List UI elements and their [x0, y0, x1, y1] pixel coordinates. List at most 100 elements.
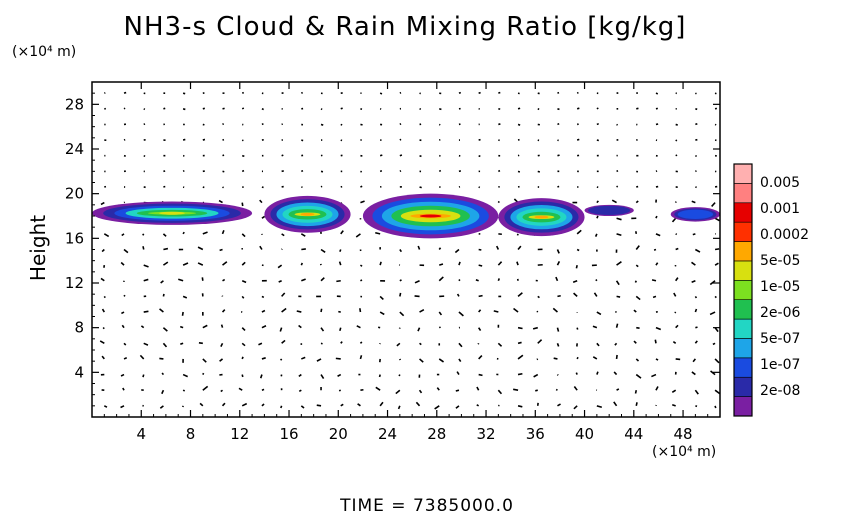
- wind-vector: [101, 355, 105, 360]
- y-tick-label: 12: [65, 274, 84, 292]
- wind-vector: [458, 358, 462, 363]
- wind-vector: [419, 186, 422, 189]
- x-tick-label: 12: [230, 425, 249, 443]
- wind-vector: [616, 261, 622, 266]
- wind-vector: [613, 401, 618, 407]
- colorbar-label: 0.005: [760, 175, 800, 191]
- wind-vector: [419, 309, 425, 313]
- wind-vector: [556, 260, 561, 266]
- y-tick-label: 28: [65, 95, 84, 113]
- wind-vector: [399, 123, 402, 126]
- wind-vector: [320, 308, 323, 313]
- wind-vector: [458, 170, 462, 173]
- wind-vector: [101, 308, 105, 313]
- wind-vector: [143, 154, 146, 158]
- wind-vector: [338, 261, 342, 266]
- wind-vector: [379, 311, 385, 316]
- colorbar-swatch: [733, 280, 753, 300]
- wind-vector: [596, 311, 602, 316]
- wind-vector: [360, 170, 363, 173]
- wind-vector: [517, 405, 523, 408]
- wind-vector: [121, 324, 125, 329]
- wind-vector: [320, 342, 323, 345]
- wind-vector: [182, 108, 186, 111]
- wind-vector: [576, 248, 580, 252]
- wind-vector: [536, 310, 539, 313]
- wind-vector: [458, 311, 464, 317]
- wind-vector: [179, 325, 184, 329]
- wind-vector: [557, 122, 560, 126]
- wind-vector: [712, 342, 716, 346]
- x-tick-label: 28: [427, 425, 446, 443]
- wind-vector: [536, 358, 539, 361]
- wind-vector: [379, 261, 382, 266]
- wind-vector: [202, 324, 208, 329]
- wind-vector: [143, 123, 146, 126]
- wind-vector: [695, 122, 698, 126]
- wind-vector: [633, 309, 637, 313]
- wind-vector: [281, 233, 285, 237]
- wind-vector: [455, 405, 460, 409]
- wind-vector: [222, 261, 228, 266]
- wind-vector: [438, 169, 442, 173]
- wind-vector: [651, 373, 657, 378]
- wind-vector: [517, 170, 521, 173]
- chart-title: NH3-s Cloud & Rain Mixing Ratio [kg/kg]: [123, 12, 687, 42]
- wind-vector: [592, 325, 598, 329]
- wind-vector: [439, 108, 442, 111]
- wind-vector: [616, 169, 619, 173]
- wind-vector: [241, 402, 248, 407]
- colorbar-label: 0.0002: [760, 227, 809, 243]
- wind-vector: [517, 354, 524, 360]
- wind-vector: [182, 169, 185, 173]
- wind-vector: [675, 233, 678, 236]
- wind-vector: [419, 154, 422, 158]
- y-tick-label: 24: [65, 140, 84, 158]
- wind-vector: [593, 292, 598, 297]
- wind-vector: [123, 294, 126, 297]
- wind-vector: [675, 277, 679, 282]
- colorbar-swatch: [733, 260, 753, 281]
- wind-vector: [572, 280, 578, 283]
- wind-vector: [635, 245, 640, 250]
- wind-vector: [259, 199, 263, 204]
- wind-vector: [242, 154, 245, 158]
- wind-vector: [120, 261, 125, 266]
- wind-vector: [414, 280, 420, 284]
- wind-vector: [219, 358, 224, 362]
- wind-vector: [222, 186, 225, 189]
- wind-vector: [241, 295, 245, 299]
- wind-vector: [182, 262, 189, 266]
- wind-vector: [714, 248, 720, 251]
- x-tick-label: 36: [526, 425, 545, 443]
- wind-vector: [101, 248, 105, 253]
- wind-vector: [162, 293, 165, 297]
- wind-vector: [281, 248, 283, 251]
- colorbar-label: 2e-06: [760, 305, 800, 321]
- wind-vector: [633, 340, 637, 344]
- cloud-cell-layer: [300, 212, 315, 216]
- wind-vector: [596, 215, 599, 219]
- wind-vector: [691, 280, 696, 283]
- x-tick-label: 48: [674, 425, 693, 443]
- wind-vector: [478, 186, 481, 189]
- wind-vector: [710, 370, 716, 376]
- wind-vector: [576, 107, 580, 110]
- wind-vector: [143, 108, 146, 111]
- wind-vector: [556, 343, 560, 347]
- wind-vector: [241, 233, 246, 238]
- wind-vector: [202, 231, 208, 235]
- wind-vector: [573, 385, 578, 391]
- wind-vector: [120, 373, 125, 377]
- wind-vector: [241, 280, 247, 284]
- wind-vector: [180, 342, 184, 345]
- wind-vector: [557, 185, 560, 188]
- wind-vector: [671, 389, 677, 393]
- wind-vector: [556, 249, 560, 254]
- wind-vector: [163, 247, 169, 251]
- wind-vector: [556, 327, 560, 332]
- wind-vector: [199, 402, 204, 407]
- wind-vector: [537, 339, 543, 344]
- wind-vector: [714, 262, 719, 266]
- wind-vector: [674, 311, 677, 314]
